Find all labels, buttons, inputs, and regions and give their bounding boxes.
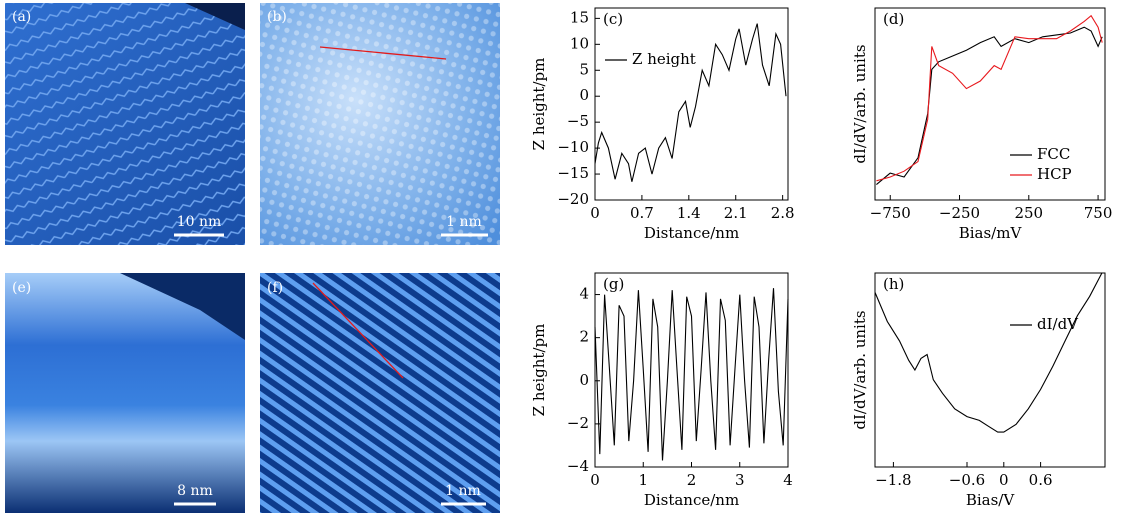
scale-label: 10 nm	[177, 214, 222, 230]
data-line	[594, 288, 789, 461]
x-tick-label: 4	[783, 471, 793, 489]
x-tick-label: 750	[1084, 204, 1113, 222]
x-tick-label: −250	[939, 204, 980, 222]
x-tick-label: 0.6	[1029, 471, 1053, 489]
x-tick-label: 2.1	[724, 204, 748, 222]
plot-frame	[874, 7, 1106, 201]
scale-label: 1 nm	[445, 483, 481, 499]
x-axis-label: Distance/nm	[644, 491, 739, 509]
legend-label: Z height	[632, 50, 696, 68]
y-tick-label: 4	[579, 285, 589, 303]
y-axis-label: dI/dV/arb. units	[851, 44, 869, 163]
image-f: (f) 1 nm	[260, 273, 500, 513]
y-tick-label: −4	[567, 457, 589, 475]
x-tick-label: 2	[687, 471, 697, 489]
legend-label: FCC	[1037, 145, 1070, 163]
y-tick-label: 15	[570, 8, 589, 26]
data-line	[876, 14, 1103, 182]
x-tick-label: 250	[1014, 204, 1043, 222]
x-tick-label: −1.8	[875, 471, 911, 489]
x-tick-label: 1.4	[677, 204, 701, 222]
x-tick-label: −0.6	[949, 471, 985, 489]
panel-label: (f)	[267, 280, 283, 296]
scale-label: 8 nm	[177, 483, 213, 499]
data-line	[876, 26, 1103, 186]
x-tick-label: 0	[590, 471, 600, 489]
data-line	[594, 23, 787, 182]
panel-label: (c)	[603, 10, 623, 28]
plot-frame	[594, 7, 789, 201]
y-tick-label: −10	[557, 138, 589, 156]
panel-label: (a)	[12, 9, 31, 25]
x-tick-label: 1	[638, 471, 648, 489]
y-axis-label: dI/dV/arb. units	[851, 310, 869, 429]
x-axis-label: Bias/mV	[959, 224, 1023, 242]
image-b: (b) 1 nm	[260, 3, 500, 245]
x-tick-label: 0	[590, 204, 600, 222]
plot-frame	[594, 272, 789, 468]
panel-label: (e)	[12, 280, 31, 296]
y-tick-label: 5	[579, 60, 589, 78]
panel-label: (b)	[267, 9, 287, 25]
x-axis-label: Distance/nm	[644, 224, 739, 242]
scale-label: 1 nm	[446, 214, 482, 230]
y-tick-label: −5	[567, 112, 589, 130]
y-tick-label: 0	[579, 86, 589, 104]
image-a: (a) 10 nm	[5, 3, 245, 245]
panel-label: (d)	[883, 10, 904, 28]
y-tick-label: −20	[557, 190, 589, 208]
y-tick-label: −15	[557, 164, 589, 182]
x-tick-label: −750	[870, 204, 911, 222]
x-tick-label: 3	[735, 471, 745, 489]
y-axis-label: Z height/pm	[530, 324, 548, 417]
y-axis-label: Z height/pm	[530, 58, 548, 151]
x-axis-label: Bias/V	[966, 491, 1016, 509]
x-tick-label: 2.8	[771, 204, 795, 222]
x-tick-label: 0.7	[630, 204, 654, 222]
x-tick-label: 0	[999, 471, 1009, 489]
y-tick-label: 2	[579, 328, 589, 346]
plot-frame	[874, 272, 1106, 468]
y-tick-label: 10	[570, 34, 589, 52]
panel-label: (g)	[603, 275, 624, 293]
panel-label: (h)	[883, 275, 904, 293]
legend-label: HCP	[1037, 165, 1072, 183]
image-e: (e) 8 nm	[5, 273, 245, 513]
data-line	[874, 272, 1103, 433]
y-tick-label: −2	[567, 414, 589, 432]
y-tick-label: 0	[579, 371, 589, 389]
legend-label: dI/dV	[1037, 315, 1079, 333]
